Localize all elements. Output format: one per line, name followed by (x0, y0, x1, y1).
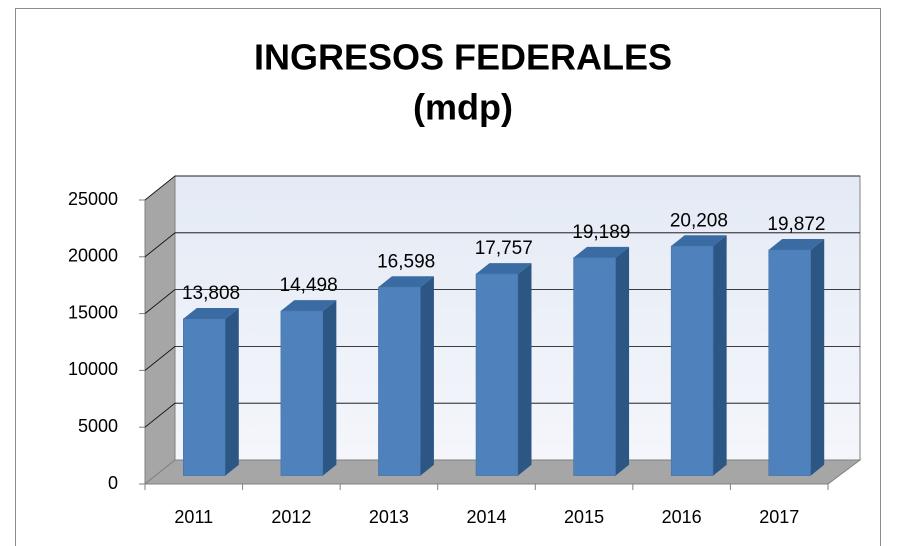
grid-line-side (144, 289, 176, 314)
chart-title: INGRESOS FEDERALES (254, 37, 672, 78)
bar (475, 273, 519, 476)
value-label: 19,189 (572, 222, 630, 243)
bar-side (225, 307, 239, 476)
bar-side (810, 239, 825, 476)
value-label: 13,808 (182, 283, 240, 304)
bar-top (768, 239, 825, 250)
y-tick-label: 20000 (68, 246, 118, 266)
value-label: 14,498 (280, 275, 338, 296)
bar-side (420, 276, 434, 476)
y-tick-label: 10000 (68, 359, 118, 379)
bar-top (573, 246, 630, 258)
chart-subtitle: (mdp) (413, 87, 513, 128)
bar-side (713, 235, 727, 476)
grid-line-side (144, 402, 176, 428)
x-tick-label: 2011 (174, 507, 213, 527)
bar-top (476, 263, 532, 274)
x-tick-label: 2014 (466, 507, 506, 527)
grid-line-side (144, 232, 176, 258)
grid-line-side (144, 346, 176, 371)
x-tick-label: 2015 (564, 507, 604, 527)
y-tick-label: 15000 (68, 302, 118, 322)
bar-top (378, 276, 434, 288)
bar-side (322, 300, 337, 476)
x-tick-label: 2012 (271, 507, 311, 527)
bar-side (615, 246, 630, 476)
bar-top (280, 300, 337, 311)
x-tick-label: 2013 (369, 507, 409, 527)
value-label: 17,757 (475, 238, 533, 259)
bar-top (671, 235, 727, 247)
value-label: 20,208 (670, 210, 728, 231)
bar-side (518, 263, 532, 476)
value-label: 19,872 (767, 214, 825, 235)
y-tick-label: 0 (108, 473, 118, 493)
y-tick-label: 25000 (68, 189, 118, 209)
bar (573, 257, 616, 476)
bar (670, 245, 714, 476)
bar-top (183, 307, 239, 319)
value-label: 16,598 (377, 251, 435, 272)
x-tick-label: 2016 (662, 507, 702, 527)
x-tick-label: 2017 (759, 507, 799, 527)
bar (183, 318, 226, 476)
y-tick-label: 5000 (78, 416, 118, 436)
bar (378, 286, 421, 476)
grid-line-side (144, 175, 176, 201)
side-wall (144, 174, 176, 486)
bar (280, 310, 324, 476)
bar (768, 249, 811, 476)
